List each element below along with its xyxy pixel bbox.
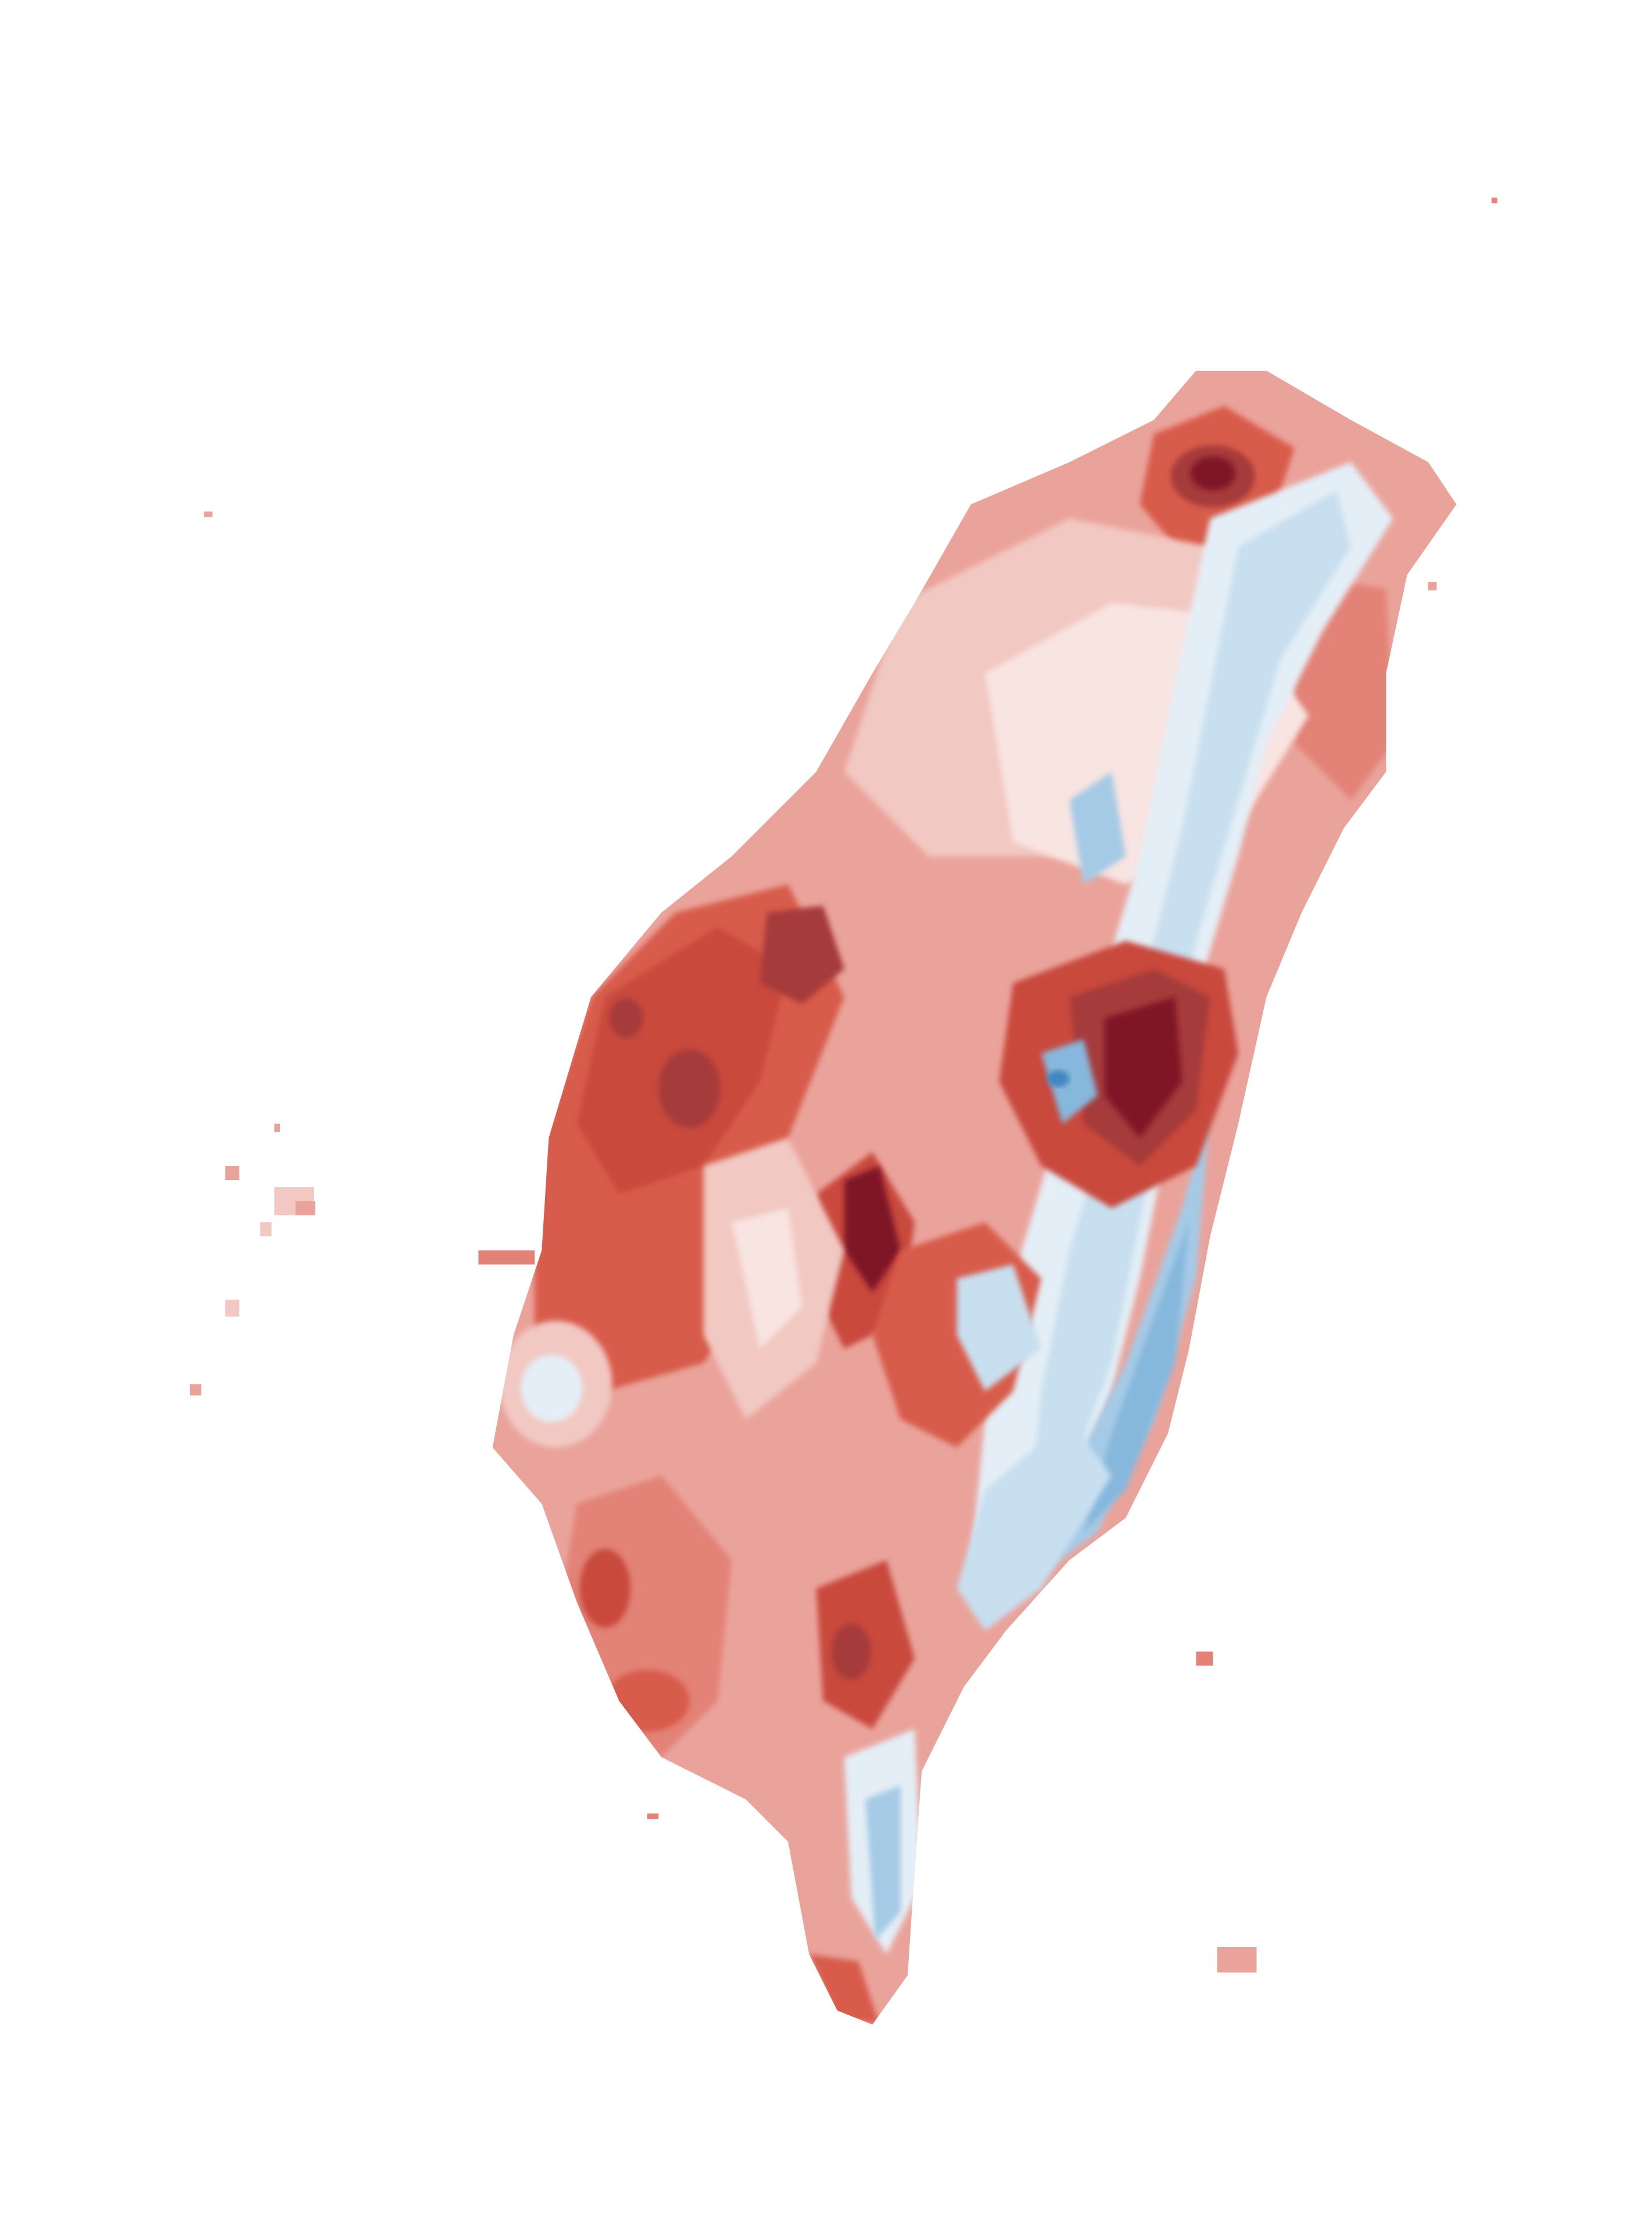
- south-tip-cool: [865, 1785, 901, 1940]
- south-plain-core: [605, 1669, 690, 1732]
- islet-1: [225, 1165, 239, 1181]
- islet-7: [204, 511, 213, 517]
- islet-9: [1217, 1947, 1257, 1973]
- islet-3: [295, 1201, 316, 1215]
- west-central-core: [844, 1165, 901, 1293]
- central-highland-blue-notch: [1041, 1039, 1098, 1124]
- islet-10: [1428, 581, 1437, 591]
- south-mountain-core: [832, 1623, 871, 1680]
- islet-11: [647, 1813, 659, 1819]
- islet-2: [260, 1222, 272, 1237]
- islet-12: [1491, 197, 1497, 203]
- central-west-spot: [759, 905, 844, 1004]
- north-range-blue: [1069, 771, 1126, 885]
- south-cape-warm: [809, 1954, 880, 2025]
- islet-4: [225, 1300, 239, 1317]
- southwest-pale-core: [521, 1354, 583, 1422]
- south-plain-spot: [579, 1548, 630, 1628]
- outlying-islets: [189, 197, 1497, 1973]
- midwest-zero: [732, 1208, 802, 1349]
- west-coast-spot: [609, 998, 643, 1038]
- central-highland-blue-dot: [1047, 1070, 1070, 1088]
- contour-layer: [492, 370, 1457, 2025]
- central-range-mid: [1027, 490, 1351, 1532]
- central-highland-extreme: [1104, 997, 1182, 1138]
- east-coast-cool: [956, 1419, 1112, 1631]
- west-plain-spot: [658, 1049, 721, 1128]
- north-tip-extreme: [1190, 456, 1236, 491]
- east-range-deeper: [1083, 1222, 1189, 1532]
- islet-6: [478, 1250, 535, 1265]
- islet-13: [274, 1124, 280, 1132]
- islet-5: [189, 1384, 202, 1396]
- south-central-cool: [956, 1264, 1042, 1392]
- islet-8: [1196, 1651, 1213, 1666]
